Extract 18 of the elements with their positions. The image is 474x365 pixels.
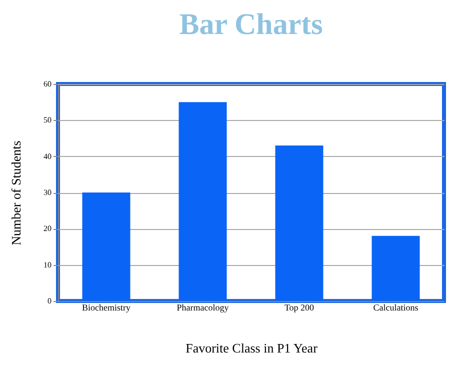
x-tick-label: Biochemistry: [82, 302, 131, 312]
y-tick-label: 60: [44, 80, 52, 88]
y-tick-label: 40: [44, 152, 52, 161]
x-tick-label: Top 200: [284, 302, 315, 312]
y-tick-label: 0: [48, 296, 52, 306]
x-tick-label: Calculations: [373, 302, 419, 312]
chart-title: Bar Charts: [179, 8, 323, 41]
y-tick-label: 30: [44, 188, 52, 197]
x-tick-label: Pharmacology: [176, 302, 230, 312]
bar: [275, 145, 324, 301]
y-tick-label: 10: [44, 260, 52, 270]
bar: [372, 236, 420, 301]
y-axis-title: Number of Students: [8, 140, 24, 246]
y-tick-label: 20: [44, 224, 52, 234]
x-axis-title: Favorite Class in P1 Year: [186, 340, 318, 356]
bar: [178, 102, 227, 301]
bar: [82, 192, 130, 301]
y-tick-label: 50: [44, 116, 52, 125]
